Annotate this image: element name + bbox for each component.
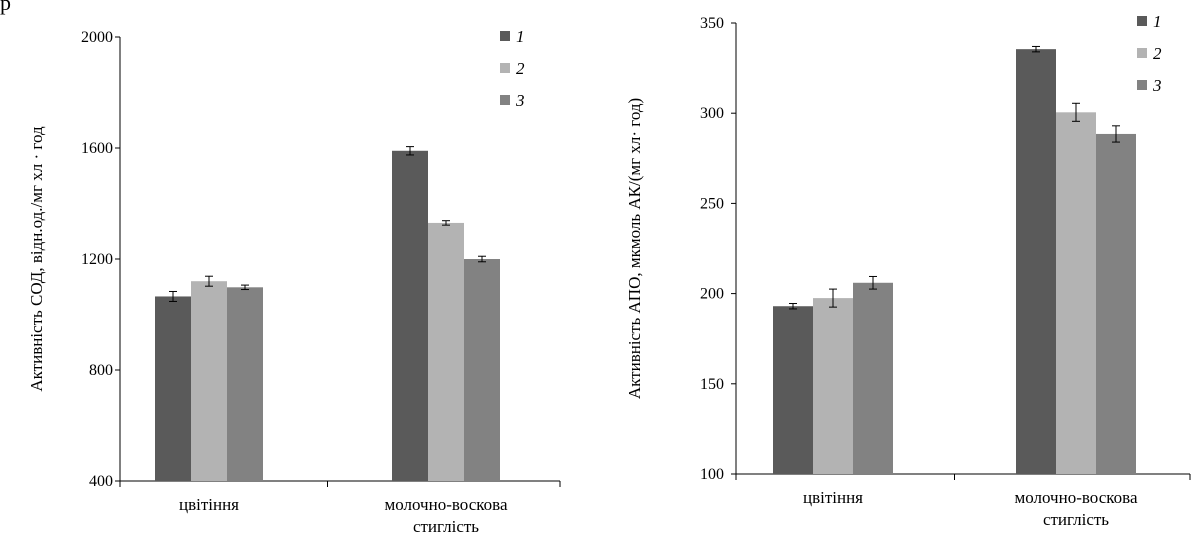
y-tick-label: 250 <box>700 195 724 212</box>
legend-label: 2 <box>1153 44 1162 63</box>
bar <box>392 150 428 481</box>
bar <box>428 222 464 482</box>
y-tick-label: 1200 <box>81 251 113 268</box>
legend-swatch <box>500 63 510 73</box>
legend-swatch <box>500 31 510 41</box>
x-category-label: цвітіння <box>179 495 239 514</box>
y-tick-label: 800 <box>89 362 113 379</box>
y-tick-label: 300 <box>700 105 724 122</box>
bar <box>813 298 853 474</box>
y-axis-label: Активність СОД, відн.од./мг хл · год <box>27 126 46 392</box>
bar <box>227 287 263 481</box>
legend-label: 1 <box>1153 12 1162 31</box>
bar <box>1016 49 1056 475</box>
bar <box>191 281 227 481</box>
x-category-label: цвітіння <box>803 488 863 507</box>
bar <box>853 282 893 474</box>
legend-swatch <box>1137 48 1147 58</box>
x-category-label: стиглість <box>413 517 479 536</box>
legend-label: 3 <box>1152 76 1162 95</box>
y-axis-label: Активність АПО, мкмоль АК/(мг хл· год) <box>625 98 644 399</box>
y-tick-label: 200 <box>700 286 724 303</box>
bar <box>1096 133 1136 475</box>
legend-label: 1 <box>516 27 525 46</box>
y-tick-label: 400 <box>89 473 113 490</box>
corner-text: р <box>0 0 11 15</box>
chart-2: 100 150 200 250 300 350 цвітіння молочно-восков… <box>625 12 1191 529</box>
legend-swatch <box>1137 16 1147 26</box>
legend-swatch <box>500 95 510 105</box>
x-category-label: молочно-воскова <box>384 495 507 514</box>
bar <box>1056 112 1096 474</box>
x-category-label: стиглість <box>1043 510 1109 529</box>
legend-label: 2 <box>516 59 525 78</box>
x-category-label: молочно-воскова <box>1014 488 1137 507</box>
y-tick-label: 2000 <box>81 29 113 46</box>
chart-1: 400 800 1200 1600 2000 цвітіння молочно-восков… <box>27 27 561 536</box>
y-tick-label: 350 <box>700 15 724 32</box>
bar <box>773 306 813 474</box>
y-tick-label: 100 <box>700 466 724 483</box>
legend-label: 3 <box>515 91 525 110</box>
y-tick-label: 1600 <box>81 140 113 157</box>
y-tick-label: 150 <box>700 376 724 393</box>
legend-swatch <box>1137 80 1147 90</box>
bar <box>155 296 191 481</box>
bar <box>464 259 500 481</box>
